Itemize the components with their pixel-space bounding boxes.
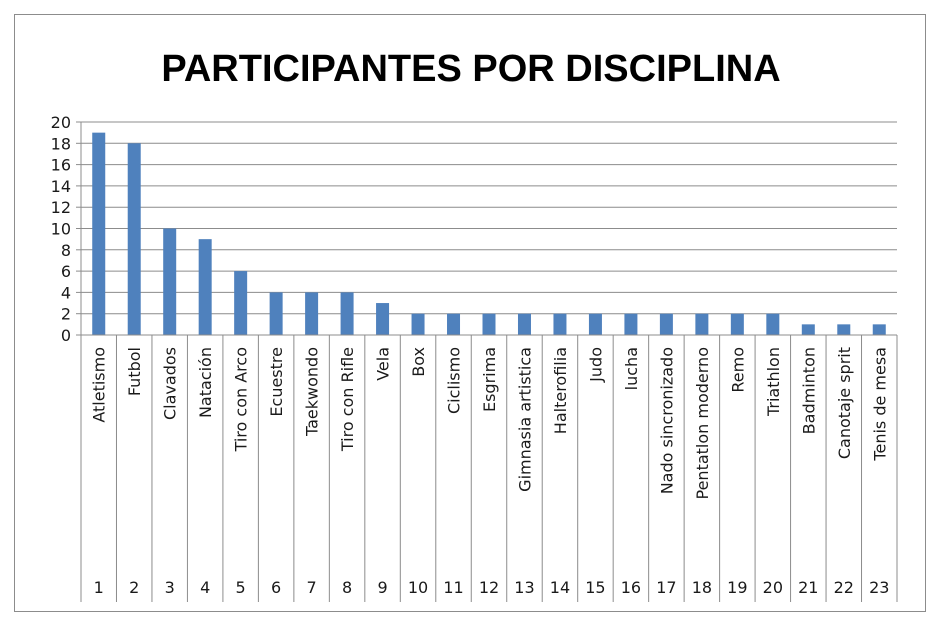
- category-name: Futbol: [125, 347, 144, 396]
- category-number: 3: [165, 578, 175, 597]
- bars: [92, 132, 886, 335]
- category-name: Box: [409, 347, 428, 377]
- category-name: Triathlon: [764, 347, 783, 417]
- category-number: 8: [342, 578, 352, 597]
- category-name: Nado sincronizado: [657, 347, 676, 494]
- category-number: 12: [479, 578, 499, 597]
- y-tick-label: 20: [51, 113, 71, 132]
- category-name: lucha: [622, 347, 641, 390]
- category-name: Judo: [586, 347, 605, 383]
- category-name: Natación: [196, 347, 215, 418]
- category-name: Tiro con Rifle: [338, 347, 357, 452]
- category-name: Badminton: [799, 347, 818, 434]
- category-name: Canotaje sprit: [835, 347, 854, 459]
- bar: [269, 292, 283, 335]
- bar: [92, 132, 106, 335]
- category-name: Vela: [374, 347, 393, 381]
- bar: [659, 313, 673, 335]
- category-number: 11: [443, 578, 463, 597]
- category-name: Halterofilia: [551, 347, 570, 434]
- y-tick-label: 16: [51, 156, 71, 175]
- category-name: Ecuestre: [267, 347, 286, 417]
- y-tick-label: 6: [61, 262, 71, 281]
- bar: [695, 313, 709, 335]
- bar: [447, 313, 461, 335]
- bar: [376, 303, 390, 335]
- category-number: 10: [408, 578, 428, 597]
- category-number: 15: [585, 578, 605, 597]
- y-tick-label: 8: [61, 241, 71, 260]
- bar: [624, 313, 638, 335]
- bar: [872, 324, 886, 335]
- bar: [305, 292, 319, 335]
- bar: [801, 324, 815, 335]
- category-number: 21: [798, 578, 818, 597]
- y-tick-labels: 0 2 4 6 8 10 12 14 16 18 20: [51, 113, 71, 345]
- category-number: 19: [727, 578, 747, 597]
- y-tick-label: 18: [51, 134, 71, 153]
- category-number: 13: [514, 578, 534, 597]
- chart-frame: PARTICIPANTES POR DISCIPLINA 0 2 4 6 8 10 12 14…: [14, 14, 926, 612]
- category-number: 6: [271, 578, 281, 597]
- category-name: Tenis de mesa: [870, 347, 889, 462]
- chart-title: PARTICIPANTES POR DISCIPLINA: [161, 48, 780, 90]
- category-number: 5: [236, 578, 246, 597]
- category-name: Tiro con Arco: [232, 347, 251, 452]
- bar: [766, 313, 780, 335]
- category-number: 14: [550, 578, 570, 597]
- bar: [517, 313, 531, 335]
- category-number: 16: [621, 578, 641, 597]
- category-number: 2: [129, 578, 139, 597]
- bar: [482, 313, 496, 335]
- category-number: 23: [869, 578, 889, 597]
- y-tick-label: 0: [61, 326, 71, 345]
- category-name: Pentatlon moderno: [693, 347, 712, 499]
- bar: [588, 313, 602, 335]
- category-number: 17: [656, 578, 676, 597]
- bar: [340, 292, 354, 335]
- category-number: 18: [692, 578, 712, 597]
- category-number: 9: [377, 578, 387, 597]
- y-tick-label: 2: [61, 305, 71, 324]
- category-number: 20: [763, 578, 783, 597]
- bar: [837, 324, 851, 335]
- category-number: 22: [834, 578, 854, 597]
- bar: [234, 271, 248, 335]
- category-number: 4: [200, 578, 210, 597]
- category-name: Taekwondo: [303, 347, 322, 437]
- category-name: Clavados: [161, 347, 180, 420]
- bar: [411, 313, 425, 335]
- category-name: Remo: [728, 347, 747, 393]
- category-name: Gimnasia artistica: [515, 347, 534, 492]
- bar: [163, 228, 177, 335]
- category-labels: Atletismo 1 Futbol 2 Clavados 3 Natación 4 Tiro …: [90, 347, 890, 597]
- y-tick-label: 4: [61, 283, 71, 302]
- bar: [127, 143, 141, 335]
- y-tick-label: 10: [51, 220, 71, 239]
- bar: [198, 239, 212, 335]
- bar: [553, 313, 567, 335]
- axes: [76, 121, 898, 602]
- category-name: Esgrima: [480, 347, 499, 412]
- bar-chart: PARTICIPANTES POR DISCIPLINA 02468101214…: [51, 48, 898, 602]
- category-name: Ciclismo: [445, 347, 464, 414]
- category-name: Atletismo: [90, 347, 109, 423]
- y-tick-label: 12: [51, 198, 71, 217]
- category-number: 1: [94, 578, 104, 597]
- bar: [730, 313, 744, 335]
- gridlines: [81, 121, 897, 315]
- category-number: 7: [307, 578, 317, 597]
- y-tick-label: 14: [51, 177, 71, 196]
